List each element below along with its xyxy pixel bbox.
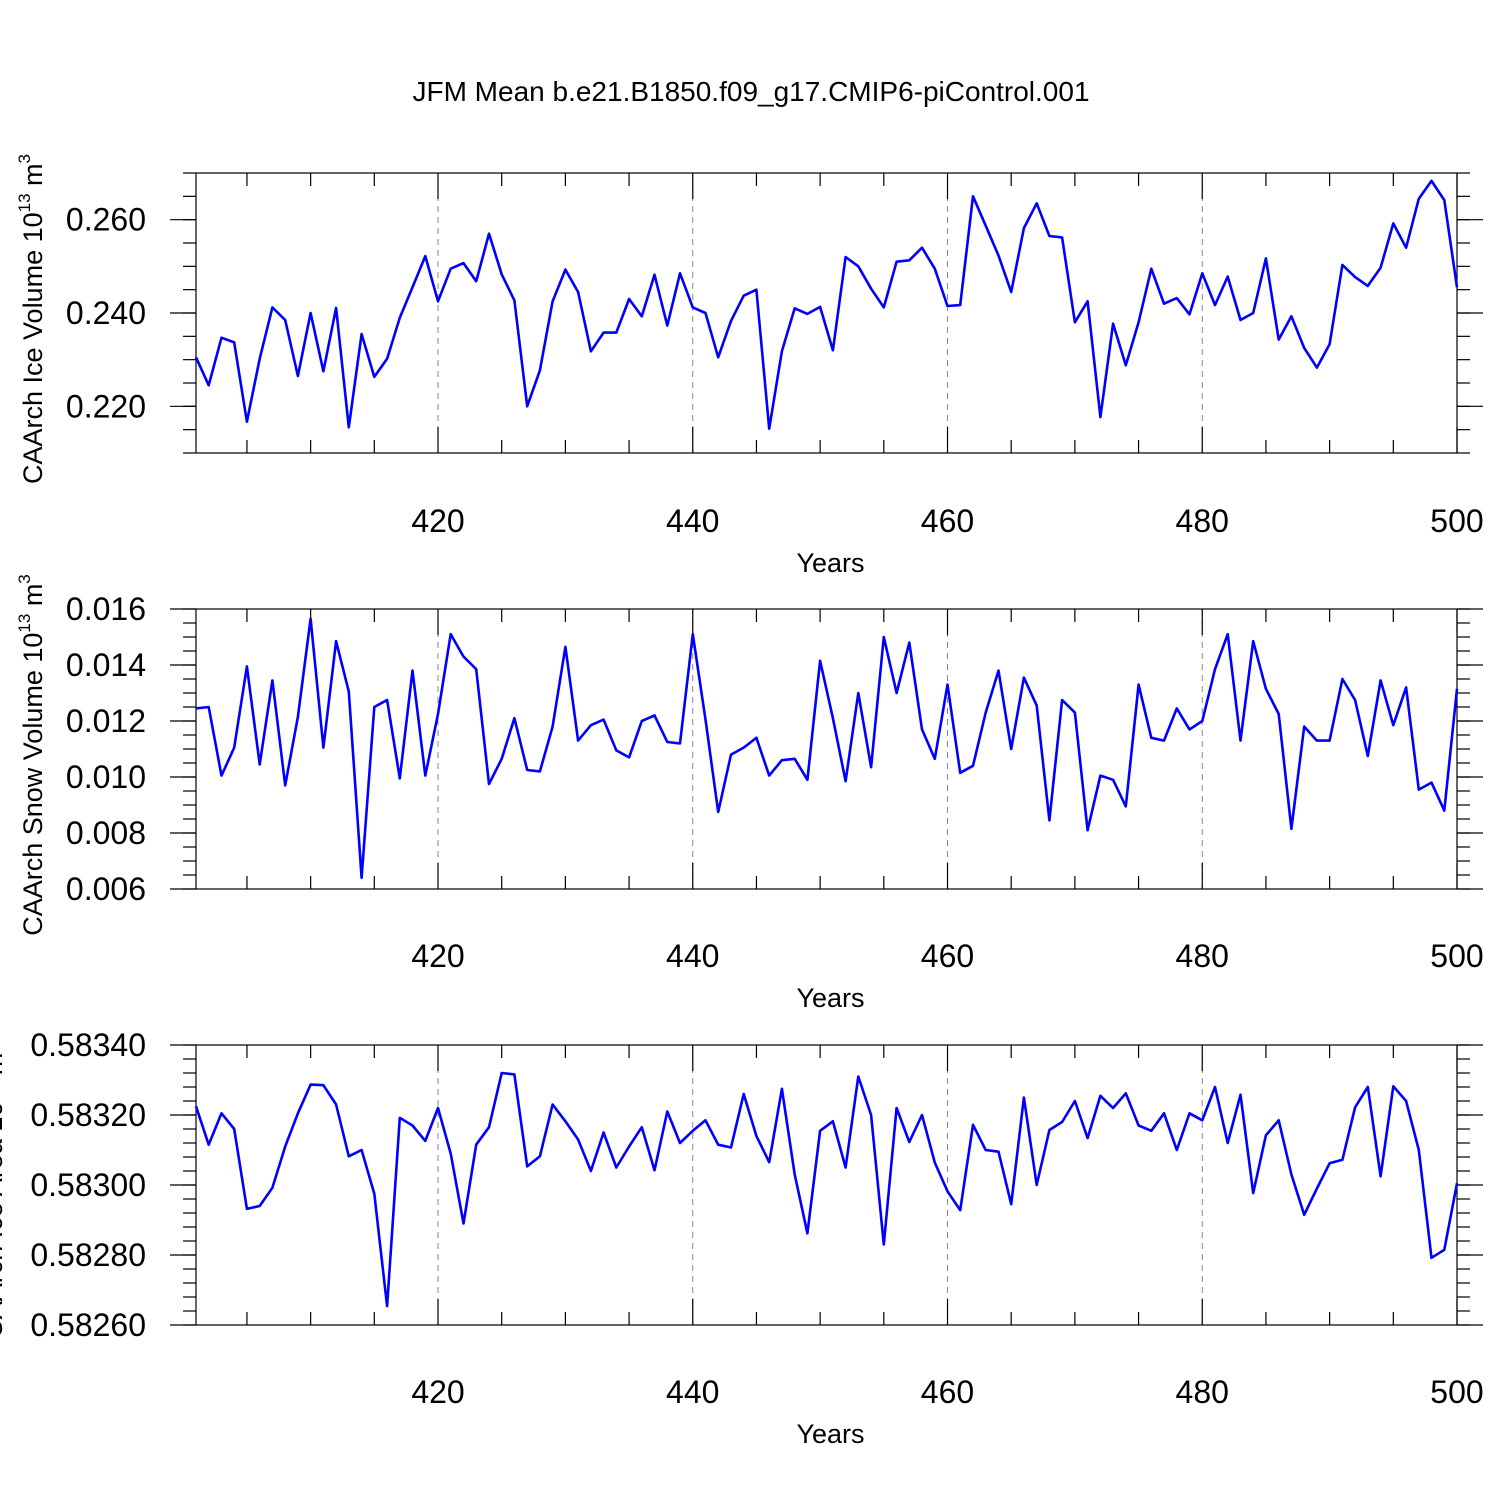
x-tick-label: 500 [1430,503,1483,539]
y-tick-label: 0.014 [66,647,146,683]
y-tick-label: 0.58300 [30,1167,146,1203]
x-tick-label: 440 [666,1374,719,1410]
y-tick-label: 0.006 [66,871,146,907]
y-axis-label: CAArch Ice Area 1013 m2 [0,1043,8,1339]
y-axis-label-text: CAArch Ice Area 10 [0,1102,8,1339]
x-axis-label: Years [796,548,864,578]
y-axis-label-exponent: 13 [15,193,34,212]
y-tick-label: 0.58340 [30,1027,146,1063]
panel-ice_volume: 0.220 0.240 0.260 420 440 460 480 500 Years CAArc… [15,154,1484,578]
x-tick-label: 480 [1176,938,1229,974]
y-axis-label-exponent: 13 [15,614,34,633]
y-tick-label: 0.240 [66,295,146,331]
x-tick-label: 500 [1430,1374,1483,1410]
x-axis-label: Years [796,983,864,1013]
y-axis-label-unit-exponent: 3 [15,154,34,163]
series-line-ice_area [194,1071,1459,1308]
x-tick-label: 500 [1430,938,1483,974]
x-tick-label: 480 [1176,503,1229,539]
panel-snow_volume: 0.006 0.008 0.010 0.012 0.014 0.016 420 440 460 4… [15,574,1484,1013]
plot-frame [195,172,1458,454]
chart-title: JFM Mean b.e21.B1850.f09_g17.CMIP6-piCon… [412,76,1089,107]
y-axis-label: CAArch Ice Volume 1013 m3 [15,154,48,484]
x-axis-label: Years [796,1419,864,1449]
y-axis-label: CAArch Snow Volume 1013 m3 [15,574,48,936]
x-tick-label: 420 [411,1374,464,1410]
x-tick-label: 440 [666,503,719,539]
y-tick-label: 0.260 [66,202,146,238]
plot-frame [195,608,1458,890]
x-tick-label: 420 [411,503,464,539]
y-axis-label-unit: m [18,584,48,614]
y-tick-label: 0.58260 [30,1307,146,1343]
y-tick-label: 0.58320 [30,1097,146,1133]
y-tick-label: 0.010 [66,759,146,795]
y-tick-label: 0.58280 [30,1237,146,1273]
y-axis-label-unit: m [0,1053,8,1083]
x-tick-label: 460 [921,938,974,974]
x-tick-label: 460 [921,1374,974,1410]
series-line-ice_volume [194,179,1459,431]
panel-ice_area: 0.58260 0.58280 0.58300 0.58320 0.58340 420 44… [0,1027,1484,1449]
y-tick-label: 0.008 [66,815,146,851]
y-tick-label: 0.012 [66,703,146,739]
y-axis-label-text: CAArch Ice Volume 10 [18,212,48,484]
x-tick-label: 480 [1176,1374,1229,1410]
y-axis-label-unit: m [18,163,48,193]
y-tick-label: 0.220 [66,388,146,424]
series-line-snow_volume [195,617,1459,880]
y-axis-label-unit-exponent: 3 [15,574,34,583]
x-tick-label: 420 [411,938,464,974]
x-tick-label: 440 [666,938,719,974]
x-tick-label: 460 [921,503,974,539]
y-axis-label-text: CAArch Snow Volume 10 [18,633,48,936]
y-tick-label: 0.016 [66,591,146,627]
